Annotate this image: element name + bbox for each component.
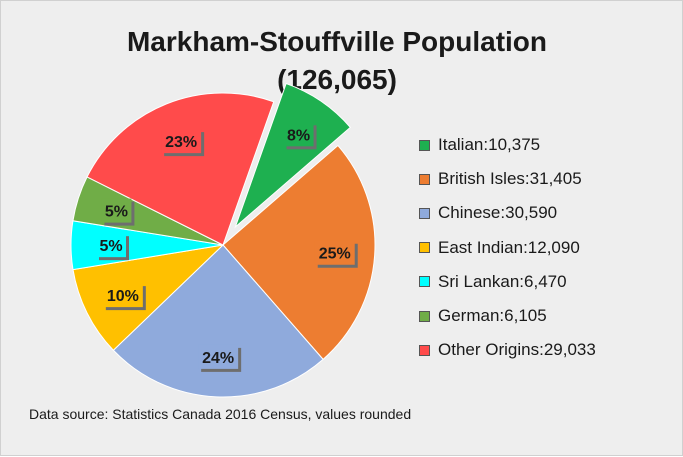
legend-value: 10,375: [488, 135, 541, 155]
legend-value: 31,405: [529, 169, 582, 189]
data-label-german: 5%: [101, 198, 135, 226]
data-label-box: [102, 283, 143, 308]
legend-name: Other Origins: [438, 340, 540, 360]
data-label-text: 10%: [107, 288, 139, 305]
data-label-british-isles: 25%: [314, 240, 358, 268]
data-label-box: [314, 240, 355, 265]
legend-name: Italian: [438, 135, 484, 155]
legend-item-italian: Italian: 10,375: [419, 128, 596, 162]
legend-swatch: [419, 276, 430, 288]
pie-slice-british-isles: [222, 144, 376, 361]
legend-name: Sri Lankan: [438, 271, 520, 291]
data-label-italian: 8%: [283, 122, 317, 150]
legend-separator: :: [524, 169, 530, 189]
legend-value: 6,470: [524, 271, 567, 291]
chart-title: Markham-Stouffville Population (126,065): [1, 23, 673, 99]
data-label-other-origins: 23%: [161, 129, 205, 157]
legend-swatch: [419, 310, 430, 322]
chart-title-main: Markham-Stouffville Population: [126, 26, 548, 57]
data-label-text: 24%: [202, 350, 234, 367]
data-label-text: 25%: [319, 246, 351, 263]
legend-separator: :: [523, 237, 528, 257]
legend-swatch: [419, 207, 430, 219]
legend-name: German: [438, 306, 500, 326]
legend-separator: :: [499, 306, 505, 326]
legend-item-east-indian: East Indian: 12,090: [419, 231, 596, 265]
legend-item-chinese: Chinese: 30,590: [419, 196, 596, 230]
legend-separator: :: [500, 203, 506, 223]
data-label-chinese: 24%: [198, 344, 242, 372]
legend-value: 6,105: [504, 306, 547, 326]
legend-value: 30,590: [505, 203, 558, 223]
legend-name: Chinese: [438, 203, 501, 223]
data-label-box: [101, 198, 132, 223]
legend-swatch: [419, 242, 430, 254]
legend-swatch: [419, 344, 430, 356]
legend-item-british-isles: British Isles: 31,405: [419, 162, 596, 196]
data-label-box: [198, 344, 239, 369]
pie-slice-other-origins: [86, 92, 275, 246]
data-label-text: 23%: [165, 134, 197, 151]
legend-separator: :: [483, 135, 489, 155]
data-label-box: [283, 122, 314, 147]
legend-item-sri-lankan: Sri Lankan: 6,470: [419, 265, 596, 299]
legend-separator: :: [539, 340, 544, 360]
data-label-text: 5%: [99, 238, 122, 255]
legend-name: East Indian: [438, 237, 524, 257]
legend-value: 12,090: [527, 237, 580, 257]
legend: Italian: 10,375 British Isles: 31,405 Chin…: [419, 128, 596, 367]
legend-name: British Isles: [438, 169, 525, 189]
legend-swatch: [419, 173, 430, 185]
data-label-box: [161, 129, 202, 154]
data-label-box: [96, 233, 127, 258]
pie-slice-chinese: [112, 244, 324, 398]
legend-item-german: German: 6,105: [419, 299, 596, 333]
data-label-east-indian: 10%: [102, 283, 146, 311]
pie-slice-east-indian: [72, 244, 225, 351]
data-label-text: 5%: [105, 204, 128, 221]
legend-swatch: [419, 139, 430, 151]
legend-separator: :: [519, 271, 525, 291]
legend-value: 29,033: [543, 340, 596, 360]
legend-item-other-origins: Other Origins: 29,033: [419, 333, 596, 367]
pie-slice-italian: [234, 82, 352, 229]
data-source-note: Data source: Statistics Canada 2016 Cens…: [29, 406, 412, 422]
data-label-text: 8%: [287, 127, 310, 144]
data-label-sri-lankan: 5%: [96, 233, 130, 261]
